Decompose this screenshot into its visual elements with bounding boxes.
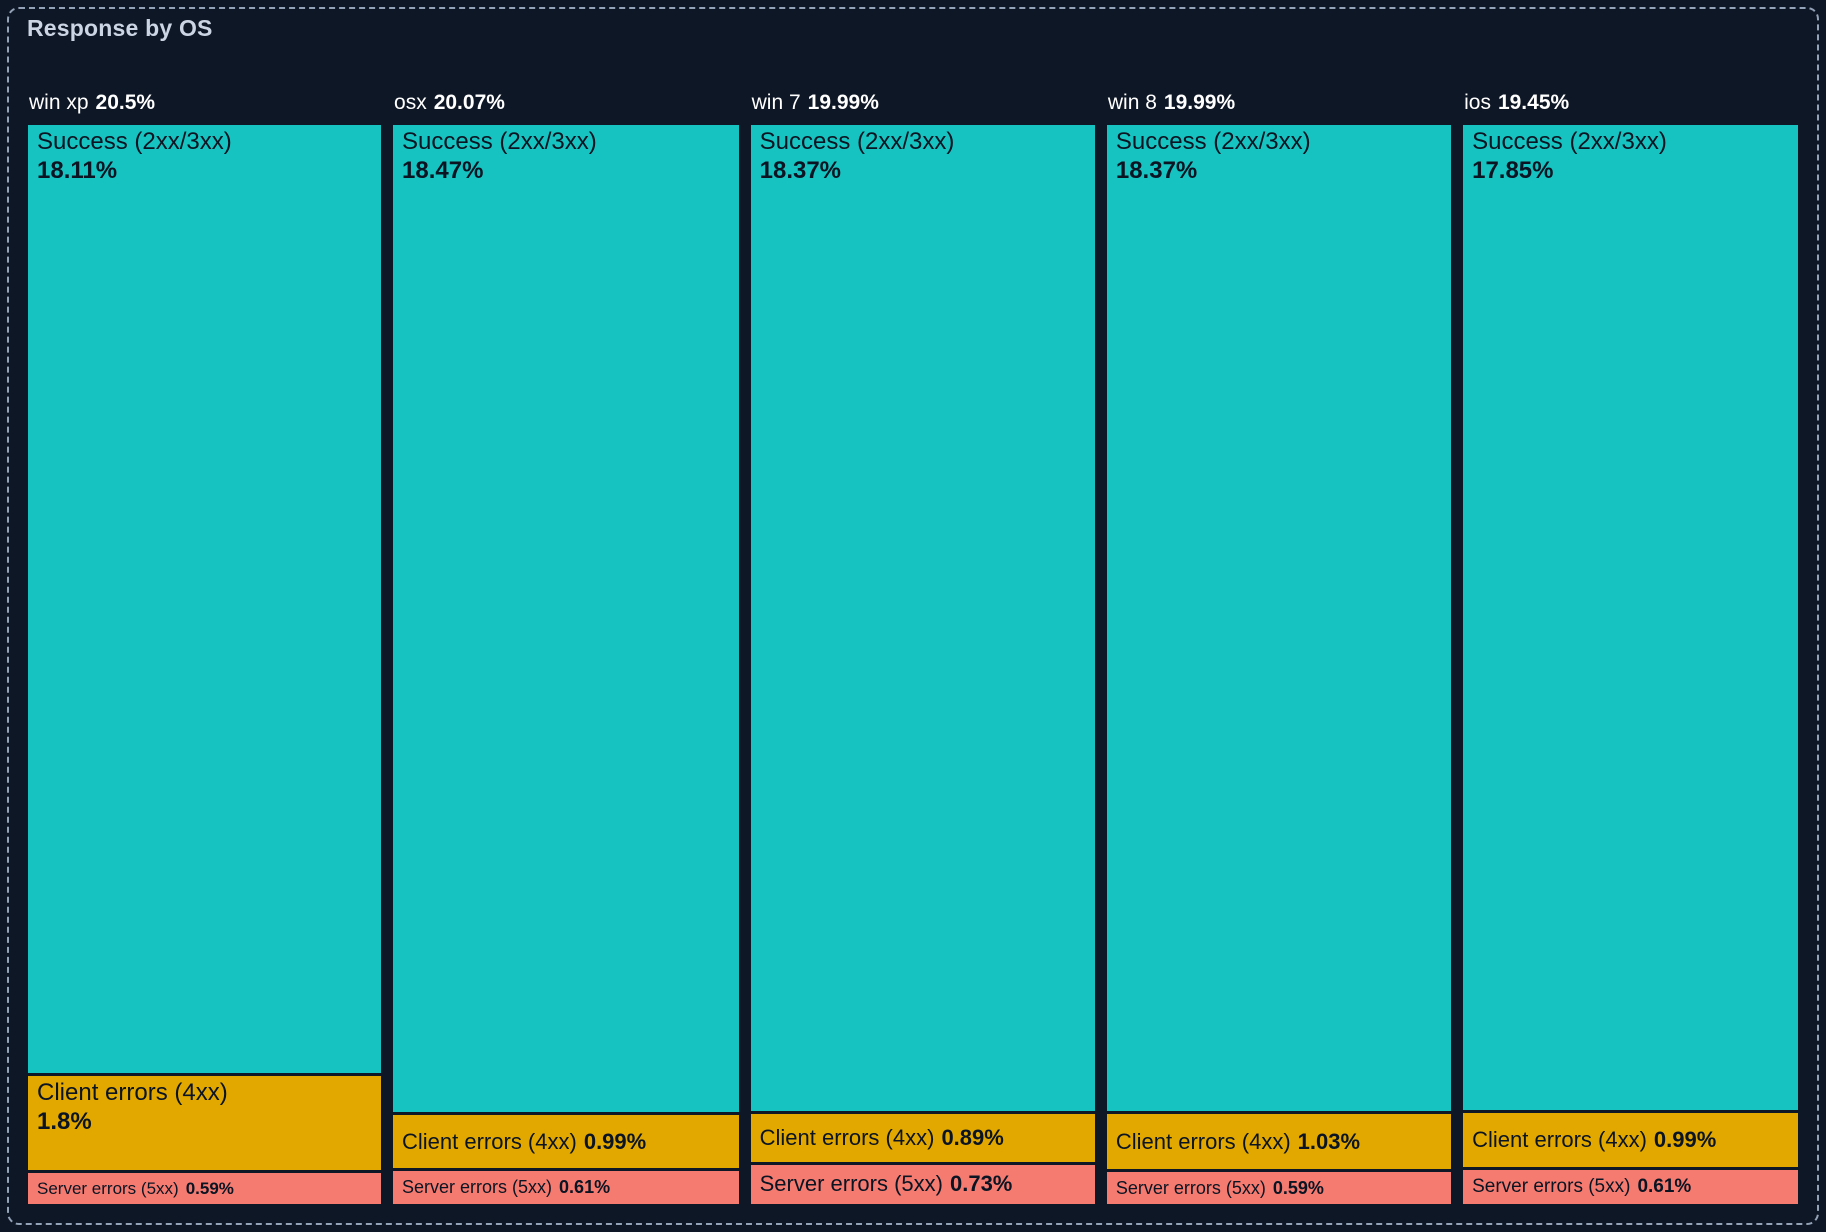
segment-client-errors[interactable]: Client errors (4xx) 1.03% <box>1106 1114 1452 1170</box>
treemap-column-osx: osx 20.07% Success (2xx/3xx) 18.47% Client e… <box>393 60 739 1204</box>
segment-label: Client errors (4xx) <box>1472 1127 1647 1153</box>
segment-value: 0.59% <box>185 1178 234 1198</box>
os-share-value: 19.45% <box>1497 91 1570 114</box>
segment-value: 0.59% <box>1272 1177 1324 1198</box>
segment-value: 0.61% <box>559 1177 611 1198</box>
os-name-label: win 8 <box>1107 91 1157 114</box>
segment-value: 18.47% <box>402 156 484 184</box>
segment-value: 0.89% <box>941 1124 1004 1150</box>
panel-title: Response by OS <box>27 15 213 41</box>
segment-value: 0.99% <box>583 1128 647 1154</box>
segment-value: 18.37% <box>759 156 842 184</box>
segment-value: 1.03% <box>1297 1128 1361 1154</box>
segment-value: 1.8% <box>37 1107 92 1135</box>
segment-server-errors[interactable]: Server errors (5xx) 0.59% <box>1106 1172 1452 1204</box>
os-name-label: osx <box>394 91 427 114</box>
segment-text: Server errors (5xx) 0.59% <box>1107 1172 1451 1204</box>
segment-text: Server errors (5xx) 0.73% <box>751 1165 1095 1204</box>
segment-server-errors[interactable]: Server errors (5xx) 0.59% <box>28 1173 382 1204</box>
segment-label: Server errors (5xx) <box>402 1177 553 1198</box>
segment-label: Success (2xx/3xx) <box>1115 128 1311 155</box>
segment-label: Server errors (5xx) <box>1115 1177 1266 1198</box>
segment-text: Client errors (4xx) 0.89% <box>751 1114 1095 1162</box>
segment-label: Success (2xx/3xx) <box>1472 128 1667 155</box>
column-header: win 7 19.99% <box>751 60 1095 125</box>
column-segments: Success (2xx/3xx) 18.37% Client errors (4x… <box>750 125 1095 1204</box>
treemap-chart: win xp 20.5% Success (2xx/3xx) 18.11% Client… <box>28 60 1799 1204</box>
column-header: ios 19.45% <box>1463 60 1798 125</box>
column-segments: Success (2xx/3xx) 18.47% Client errors (4x… <box>393 125 739 1204</box>
segment-label: Success (2xx/3xx) <box>37 128 232 155</box>
segment-client-errors[interactable]: Client errors (4xx) 0.99% <box>393 1115 739 1169</box>
segment-text: Success (2xx/3xx) 18.11% <box>28 125 381 186</box>
segment-text: Success (2xx/3xx) 18.37% <box>1107 125 1451 186</box>
segment-value: 18.11% <box>37 156 118 184</box>
segment-value: 0.99% <box>1653 1127 1717 1153</box>
segment-text: Success (2xx/3xx) 18.37% <box>751 125 1095 186</box>
segment-text: Client errors (4xx) 1.8% <box>28 1076 381 1137</box>
column-header: osx 20.07% <box>393 60 739 125</box>
segment-client-errors[interactable]: Client errors (4xx) 0.99% <box>1463 1112 1799 1168</box>
segment-text: Server errors (5xx) 0.61% <box>393 1171 739 1204</box>
segment-value: 0.61% <box>1637 1176 1692 1198</box>
os-name-label: win 7 <box>751 91 801 114</box>
segment-label: Server errors (5xx) <box>759 1171 943 1197</box>
treemap-column-ios: ios 19.45% Success (2xx/3xx) 17.85% Client e… <box>1463 60 1799 1204</box>
segment-text: Client errors (4xx) 0.99% <box>1463 1113 1798 1168</box>
column-header: win 8 19.99% <box>1107 60 1451 125</box>
segment-label: Success (2xx/3xx) <box>402 128 597 155</box>
column-segments: Success (2xx/3xx) 17.85% Client errors (4x… <box>1463 125 1799 1204</box>
segment-label: Success (2xx/3xx) <box>759 128 955 155</box>
segment-server-errors[interactable]: Server errors (5xx) 0.73% <box>750 1164 1095 1204</box>
segment-success[interactable]: Success (2xx/3xx) 18.47% <box>393 125 739 1113</box>
treemap-column-win-7: win 7 19.99% Success (2xx/3xx) 18.37% Client… <box>750 60 1095 1204</box>
segment-text: Client errors (4xx) 1.03% <box>1107 1114 1451 1169</box>
os-name-label: ios <box>1464 91 1491 114</box>
segment-text: Server errors (5xx) 0.59% <box>28 1173 381 1204</box>
segment-text: Success (2xx/3xx) 18.47% <box>393 125 739 186</box>
os-share-value: 19.99% <box>1163 91 1236 114</box>
segment-success[interactable]: Success (2xx/3xx) 18.11% <box>28 125 382 1073</box>
segment-value: 18.37% <box>1115 156 1198 184</box>
os-share-value: 20.07% <box>433 91 505 114</box>
column-segments: Success (2xx/3xx) 18.37% Client errors (4x… <box>1106 125 1452 1204</box>
os-share-value: 20.5% <box>95 91 156 114</box>
segment-client-errors[interactable]: Client errors (4xx) 1.8% <box>28 1075 382 1171</box>
os-name-label: win xp <box>29 91 89 114</box>
segment-label: Server errors (5xx) <box>37 1178 179 1198</box>
treemap-column-win-8: win 8 19.99% Success (2xx/3xx) 18.37% Client… <box>1106 60 1452 1204</box>
segment-server-errors[interactable]: Server errors (5xx) 0.61% <box>393 1171 739 1204</box>
segment-text: Server errors (5xx) 0.61% <box>1463 1170 1798 1204</box>
segment-label: Client errors (4xx) <box>759 1124 935 1150</box>
treemap-column-win-xp: win xp 20.5% Success (2xx/3xx) 18.11% Client… <box>28 60 382 1204</box>
column-segments: Success (2xx/3xx) 18.11% Client errors (4x… <box>28 125 382 1204</box>
segment-label: Client errors (4xx) <box>402 1128 577 1154</box>
os-share-value: 19.99% <box>807 91 879 114</box>
segment-text: Client errors (4xx) 0.99% <box>393 1115 739 1168</box>
segment-success[interactable]: Success (2xx/3xx) 17.85% <box>1463 125 1799 1110</box>
column-header: win xp 20.5% <box>28 60 381 125</box>
segment-text: Success (2xx/3xx) 17.85% <box>1463 125 1798 186</box>
segment-label: Client errors (4xx) <box>1115 1128 1291 1154</box>
segment-server-errors[interactable]: Server errors (5xx) 0.61% <box>1463 1170 1799 1204</box>
segment-client-errors[interactable]: Client errors (4xx) 0.89% <box>750 1114 1095 1162</box>
segment-label: Server errors (5xx) <box>1472 1176 1631 1198</box>
segment-value: 0.73% <box>949 1171 1013 1197</box>
segment-success[interactable]: Success (2xx/3xx) 18.37% <box>750 125 1095 1112</box>
segment-value: 17.85% <box>1472 156 1554 184</box>
segment-label: Client errors (4xx) <box>37 1078 228 1106</box>
segment-success[interactable]: Success (2xx/3xx) 18.37% <box>1106 125 1452 1112</box>
